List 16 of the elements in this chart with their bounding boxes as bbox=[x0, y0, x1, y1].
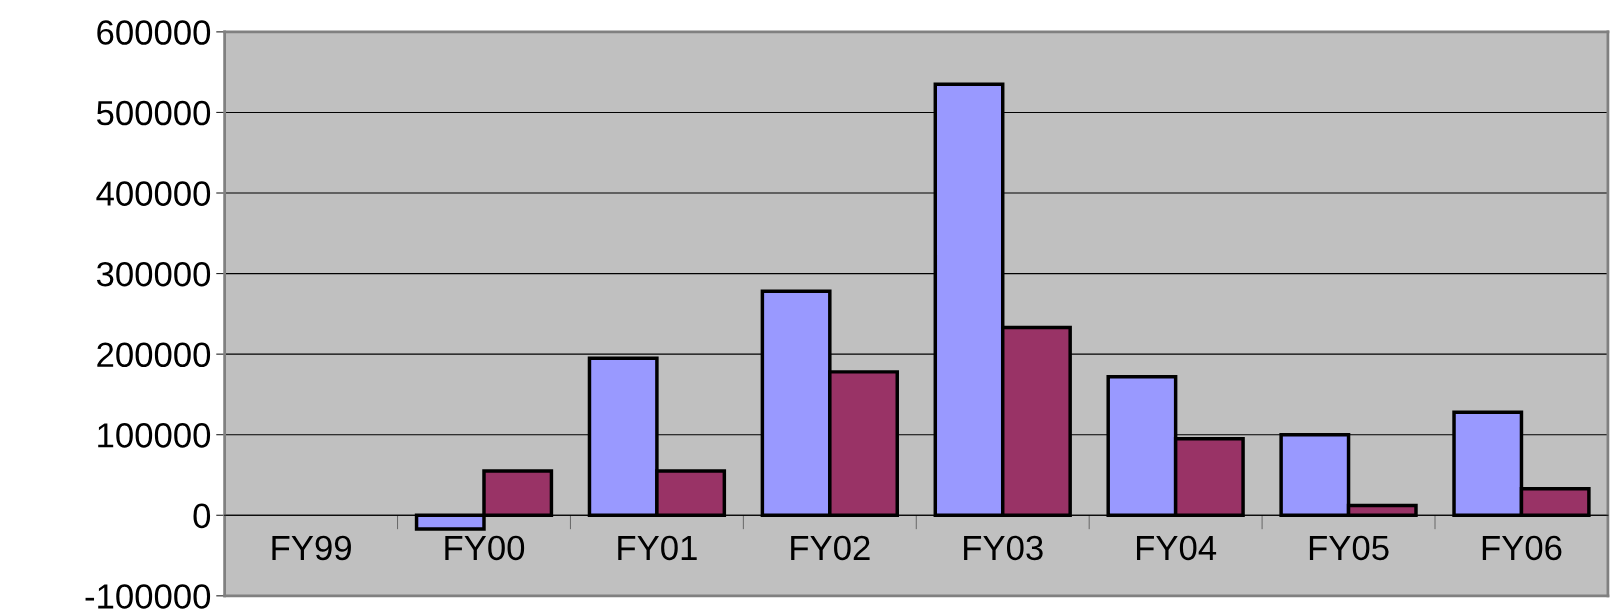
y-tick-label: 0 bbox=[193, 503, 211, 529]
y-tick-label: 300000 bbox=[96, 261, 211, 287]
x-tick-label: FY05 bbox=[1309, 535, 1389, 561]
x-tick-label: FY06 bbox=[1482, 535, 1562, 561]
x-tick-label: FY99 bbox=[272, 535, 351, 561]
y-tick-label: 100000 bbox=[98, 423, 211, 448]
y-tick-label: 600000 bbox=[97, 20, 211, 45]
x-tick-label: FY02 bbox=[791, 535, 870, 561]
y-tick-label: 200000 bbox=[97, 342, 211, 368]
y-tick-label: -100000 bbox=[85, 584, 211, 609]
x-tick-label: FY01 bbox=[618, 535, 697, 561]
y-tick-label: 400000 bbox=[96, 181, 211, 206]
x-tick-label: FY03 bbox=[964, 535, 1043, 561]
y-tick-label: 500000 bbox=[96, 100, 211, 126]
x-tick-label: FY00 bbox=[445, 535, 525, 561]
x-tick-label: FY04 bbox=[1137, 535, 1217, 561]
